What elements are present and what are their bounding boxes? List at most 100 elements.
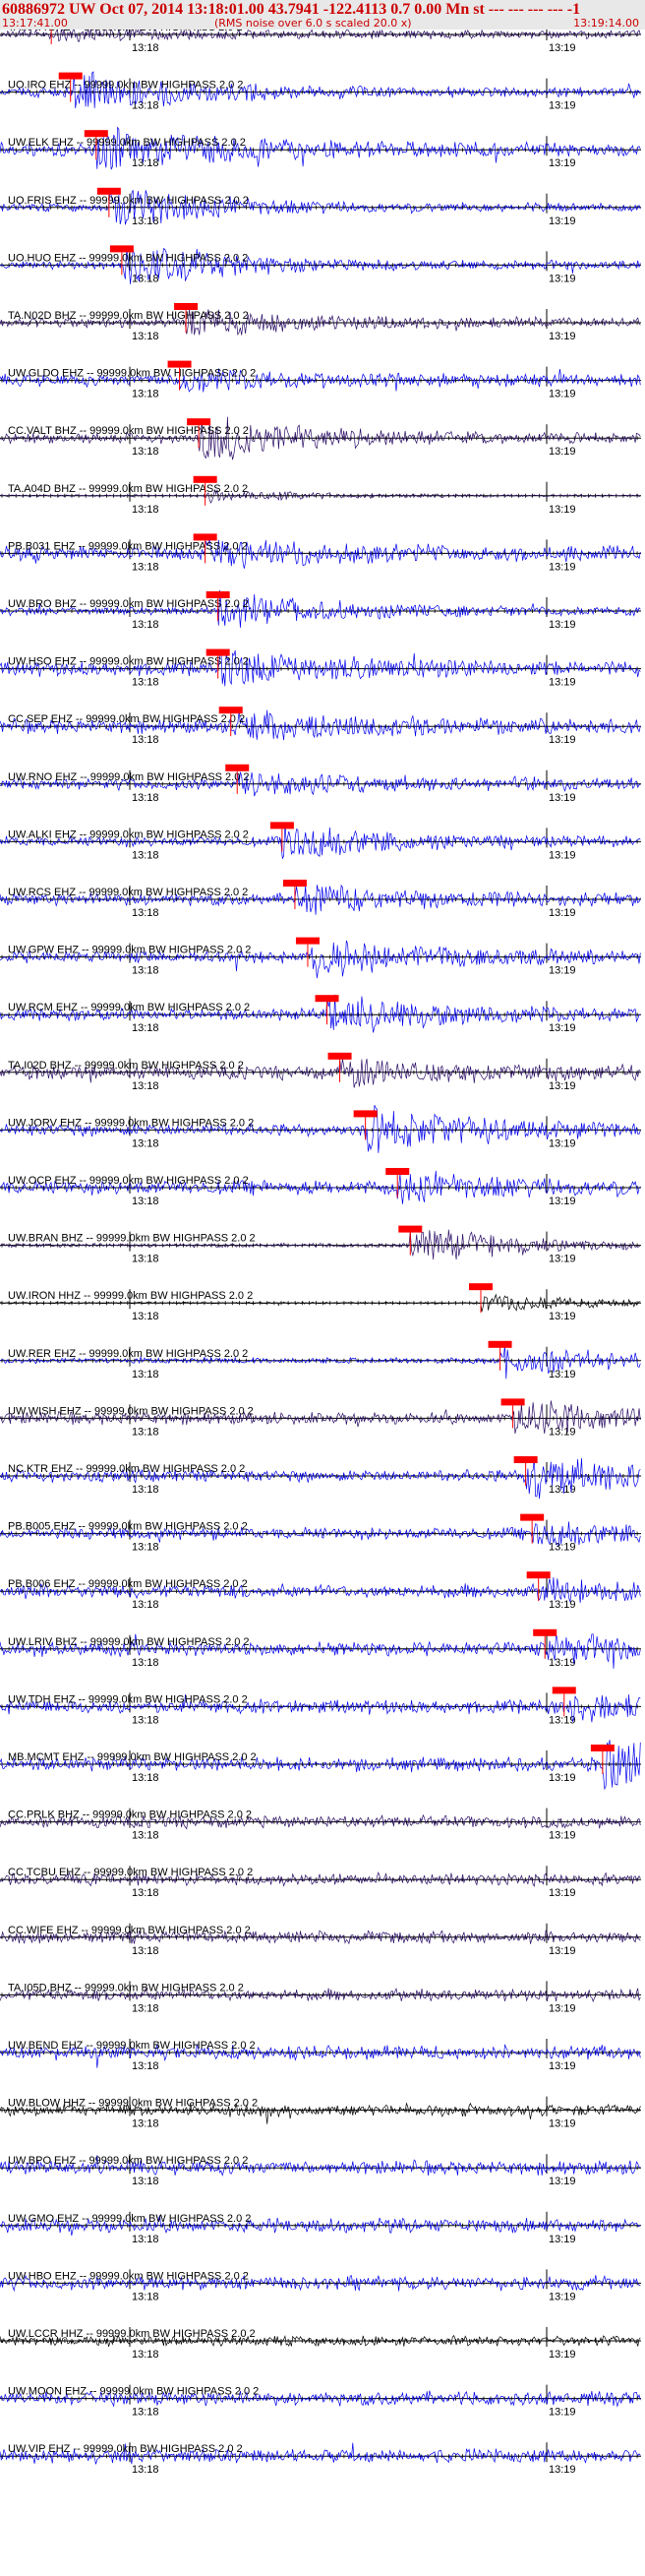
station-label: CC.SEP EHZ -- 99999.0km BW HIGHPASS 2.0 … [8,713,245,725]
minute-label: 13:19 [549,1542,576,1554]
minute-label: 13:19 [549,849,576,861]
minute-label: 13:19 [549,1657,576,1669]
minute-label: 13:19 [549,1945,576,1957]
trace-panel: 13:18 13:19 TA.I05D BHZ -- 99999.0km BW HI… [0,1981,641,2014]
waveform [0,2043,641,2068]
waveform [0,2102,641,2124]
waveform [0,1813,641,1830]
waveform [0,1633,641,1669]
waveform [0,245,641,284]
phase-pick-flag [193,475,217,483]
station-label: UO.FRIS EHZ -- 99999.0km BW HIGHPASS 2.0… [8,195,249,207]
minute-label: 13:19 [549,1137,576,1149]
minute-label: 13:19 [549,2464,576,2476]
minute-label: 13:18 [132,389,159,400]
phase-pick-flag [398,1225,423,1233]
minute-label: 13:19 [549,2176,576,2187]
station-label: UW.GLDO EHZ -- 99999.0km BW HIGHPASS 2.0… [8,368,256,380]
trace-panel: 13:18 13:19 UW.HSO EHZ -- 99999.0km BW HIG… [0,648,641,689]
rms-note: (RMS noise over 6.0 s scaled 20.0 x) [214,17,412,30]
waveform [0,2390,641,2408]
minute-label: 13:18 [132,1196,159,1207]
minute-label: 13:18 [132,619,159,631]
trace-panel: 13:18 13:19 UW.OCP EHZ -- 99999.0km BW HIG… [0,1168,641,1207]
station-label: UW.HSO EHZ -- 99999.0km BW HIGHPASS 2.0 … [8,656,249,668]
minute-label: 13:19 [549,331,576,342]
waveform [0,589,641,628]
waveform [0,1521,641,1546]
waveform [0,489,641,504]
trace-panel: 13:18 13:19 UW.IRON HHZ -- 99999.0km BW HI… [0,1283,641,1322]
minute-label: 13:19 [549,2349,576,2361]
trace-panel: 13:18 13:19 UO.IRO EHZ -- 99999.0km BW HIG… [0,71,641,112]
trace-panel: 13:18 13:19 CC.WIFE EHZ -- 99999.0km BW HI… [0,1923,641,1957]
station-label: UW.BRAN BHZ -- 99999.0km BW HIGHPASS 2.0… [8,1233,256,1245]
trace-panel: 13:18 13:19 UO.HUO EHZ -- 99999.0km BW HIG… [0,245,641,284]
phase-pick-flag [193,533,217,541]
trace-panel: 13:18 13:19 UW.GLDO EHZ -- 99999.0km BW HI… [0,360,641,400]
waveform [0,1293,641,1312]
phase-pick-flag [205,648,230,656]
minute-label: 13:19 [549,504,576,516]
minute-label: 13:18 [132,849,159,861]
phase-pick-flag [590,1745,615,1751]
minute-label: 13:18 [132,215,159,227]
minute-label: 13:19 [549,1080,576,1092]
minute-label: 13:19 [549,1022,576,1034]
start-time-label: 13:17:41.00 [2,17,68,30]
minute-label: 13:18 [132,792,159,804]
waveform [0,1576,641,1603]
minute-label: 13:18 [132,331,159,342]
minute-label: 13:18 [132,100,159,112]
station-label: CC.VALT BHZ -- 99999.0km BW HIGHPASS 2.0… [8,425,249,437]
phase-pick-flag [469,1283,493,1291]
phase-pick-flag [167,360,192,368]
phase-pick-flag [552,1687,576,1694]
waveform [0,2442,641,2465]
minute-label: 13:19 [549,1599,576,1611]
waveform [0,650,641,687]
station-label: UO.IRO EHZ -- 99999.0km BW HIGHPASS 2.0 … [8,80,243,92]
trace-panel: 13:18 13:19 UW.MOON EHZ -- 99999.0km BW HI… [0,2384,641,2419]
minute-label: 13:19 [549,1311,576,1322]
phase-pick-flag [500,1398,525,1406]
phase-pick-flag [315,995,339,1003]
minute-label: 13:18 [132,1022,159,1034]
station-label: TA.N02D BHZ -- 99999.0km BW HIGHPASS 2.0… [8,310,249,322]
minute-label: 13:19 [549,1714,576,1726]
station-label: PB.B005 EHZ -- 99999.0km BW HIGHPASS 2.0… [8,1521,248,1533]
waveform [0,884,641,915]
trace-panel: 13:18 13:19 TA.I02D BHZ -- 99999.0km BW HI… [0,1052,641,1092]
phase-pick-flag [295,937,320,945]
station-label: UW.MOON EHZ -- 99999.0km BW HIGHPASS 2.0… [8,2386,259,2398]
trace-panel: 13:18 13:19 UO.FRIS EHZ -- 99999.0km BW HI… [0,187,641,227]
station-label: UW.WISH EHZ -- 99999.0km BW HIGHPASS 2.0… [8,1405,254,1417]
trace-panel: 13:18 13:19 TA.N02D BHZ -- 99999.0km BW HI… [0,303,641,342]
waveform [0,1694,641,1723]
minute-label: 13:18 [132,1714,159,1726]
waveform [0,538,641,569]
phase-pick-flag [488,1340,512,1348]
station-label: CC.TCBU EHZ -- 99999.0km BW HIGHPASS 2.0… [8,1867,253,1878]
minute-label: 13:19 [549,389,576,400]
waveform [0,1104,641,1153]
station-label: UW.BLOW HHZ -- 99999.0km BW HIGHPASS 2.0… [8,2098,258,2110]
minute-label: 13:19 [549,1196,576,1207]
station-label: UW.GMO EHZ -- 99999.0km BW HIGHPASS 2.0 … [8,2213,251,2225]
minute-label: 13:18 [132,1830,159,1842]
waveform [0,416,641,460]
minute-label: 13:18 [132,1426,159,1438]
waveform [0,940,641,979]
phase-pick-flag [218,706,243,714]
minute-label: 13:18 [132,2407,159,2419]
phase-pick-flag [526,1571,551,1579]
minute-label: 13:19 [549,2002,576,2014]
phase-pick-flag [96,187,121,195]
minute-label: 13:19 [549,1772,576,1784]
station-label: PB.B006 EHZ -- 99999.0km BW HIGHPASS 2.0… [8,1578,248,1590]
trace-panel: 13:18 13:19 UW.ALKI EHZ -- 99999.0km BW HI… [0,822,641,861]
minute-label: 13:19 [549,619,576,631]
station-label: CC.PRLK BHZ -- 99999.0km BW HIGHPASS 2.0… [8,1809,252,1821]
minute-label: 13:19 [549,2118,576,2130]
minute-label: 13:18 [132,734,159,746]
